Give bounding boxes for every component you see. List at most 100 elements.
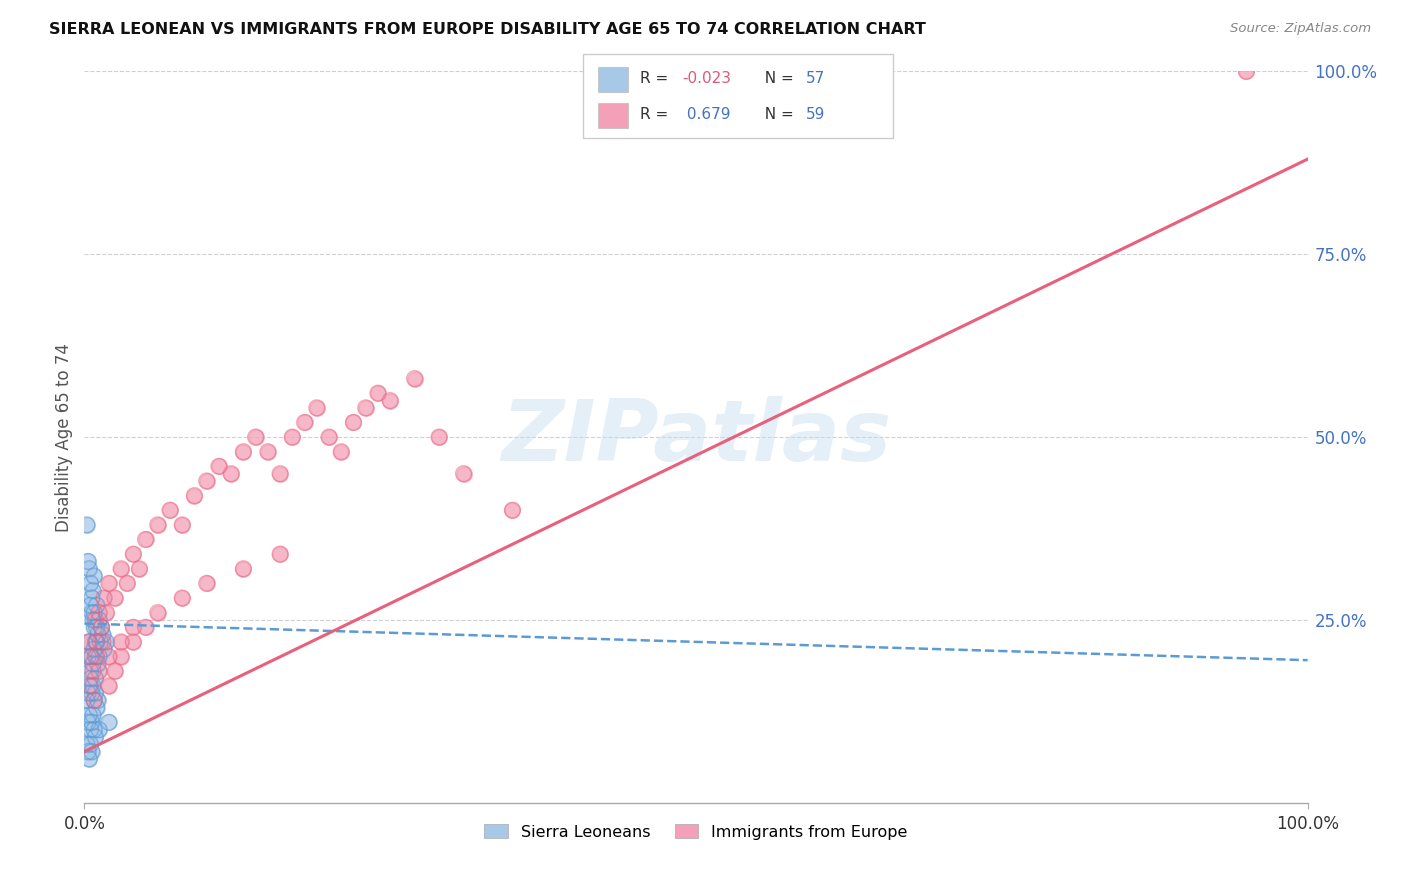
Point — [87, 657, 110, 671]
Point — [76, 517, 98, 532]
Point — [87, 723, 110, 737]
Point — [97, 679, 120, 693]
Point — [77, 554, 100, 568]
Point — [172, 517, 194, 532]
Legend: Sierra Leoneans, Immigrants from Europe: Sierra Leoneans, Immigrants from Europe — [478, 818, 914, 846]
Point — [122, 620, 145, 634]
Point — [82, 613, 104, 627]
Point — [87, 613, 110, 627]
Point — [219, 467, 242, 481]
Point — [87, 606, 110, 620]
Text: 57: 57 — [806, 71, 825, 87]
Point — [86, 599, 108, 613]
Point — [427, 430, 450, 444]
Point — [79, 576, 101, 591]
Point — [91, 635, 114, 649]
Point — [135, 620, 157, 634]
Point — [354, 401, 377, 415]
Point — [195, 474, 218, 488]
Point — [83, 693, 105, 707]
Point — [318, 430, 340, 444]
Point — [77, 715, 100, 730]
Point — [86, 635, 108, 649]
Point — [80, 606, 103, 620]
Point — [77, 752, 100, 766]
Point — [89, 635, 111, 649]
Point — [87, 627, 110, 641]
Point — [82, 664, 104, 678]
Point — [195, 576, 218, 591]
Point — [110, 635, 132, 649]
Point — [83, 693, 105, 707]
Point — [82, 657, 104, 671]
Point — [502, 503, 524, 517]
Point — [79, 664, 101, 678]
Point — [86, 635, 108, 649]
Point — [80, 649, 103, 664]
Point — [80, 591, 103, 605]
Point — [76, 693, 98, 707]
Point — [84, 649, 107, 664]
Point — [232, 444, 254, 458]
Point — [122, 635, 145, 649]
Point — [380, 393, 402, 408]
Point — [77, 554, 100, 568]
Point — [79, 599, 101, 613]
Point — [146, 517, 169, 532]
Point — [135, 533, 157, 547]
Point — [82, 708, 104, 723]
Point — [330, 444, 353, 458]
Point — [281, 430, 304, 444]
Point — [87, 606, 110, 620]
Point — [77, 635, 100, 649]
Text: SIERRA LEONEAN VS IMMIGRANTS FROM EUROPE DISABILITY AGE 65 TO 74 CORRELATION CHA: SIERRA LEONEAN VS IMMIGRANTS FROM EUROPE… — [49, 22, 927, 37]
Point — [115, 576, 138, 591]
Point — [159, 503, 181, 517]
Point — [318, 430, 340, 444]
Point — [96, 635, 118, 649]
Point — [83, 569, 105, 583]
Point — [97, 576, 120, 591]
Point — [84, 613, 107, 627]
Point — [84, 686, 107, 700]
Point — [79, 649, 101, 664]
Point — [87, 613, 110, 627]
Point — [83, 642, 105, 657]
Point — [404, 371, 426, 385]
Point — [104, 591, 127, 605]
Point — [208, 459, 231, 474]
Point — [86, 649, 108, 664]
Point — [80, 649, 103, 664]
Point — [110, 649, 132, 664]
Point — [83, 723, 105, 737]
Point — [97, 679, 120, 693]
Point — [76, 737, 98, 751]
Point — [232, 562, 254, 576]
Point — [76, 693, 98, 707]
Point — [83, 620, 105, 634]
Point — [219, 467, 242, 481]
Point — [90, 620, 112, 634]
Point — [183, 489, 205, 503]
Point — [104, 664, 127, 678]
Point — [84, 613, 107, 627]
Point — [104, 591, 127, 605]
Point — [1236, 64, 1258, 78]
Point — [77, 679, 100, 693]
Point — [77, 708, 100, 723]
Point — [453, 467, 475, 481]
Point — [79, 679, 101, 693]
Point — [84, 730, 107, 744]
Point — [97, 715, 120, 730]
Point — [80, 686, 103, 700]
Point — [146, 606, 169, 620]
Point — [82, 657, 104, 671]
Point — [502, 503, 524, 517]
Point — [80, 606, 103, 620]
Point — [83, 606, 105, 620]
Point — [82, 613, 104, 627]
Point — [82, 664, 104, 678]
Point — [305, 401, 328, 415]
Point — [90, 620, 112, 634]
Point — [79, 737, 101, 751]
